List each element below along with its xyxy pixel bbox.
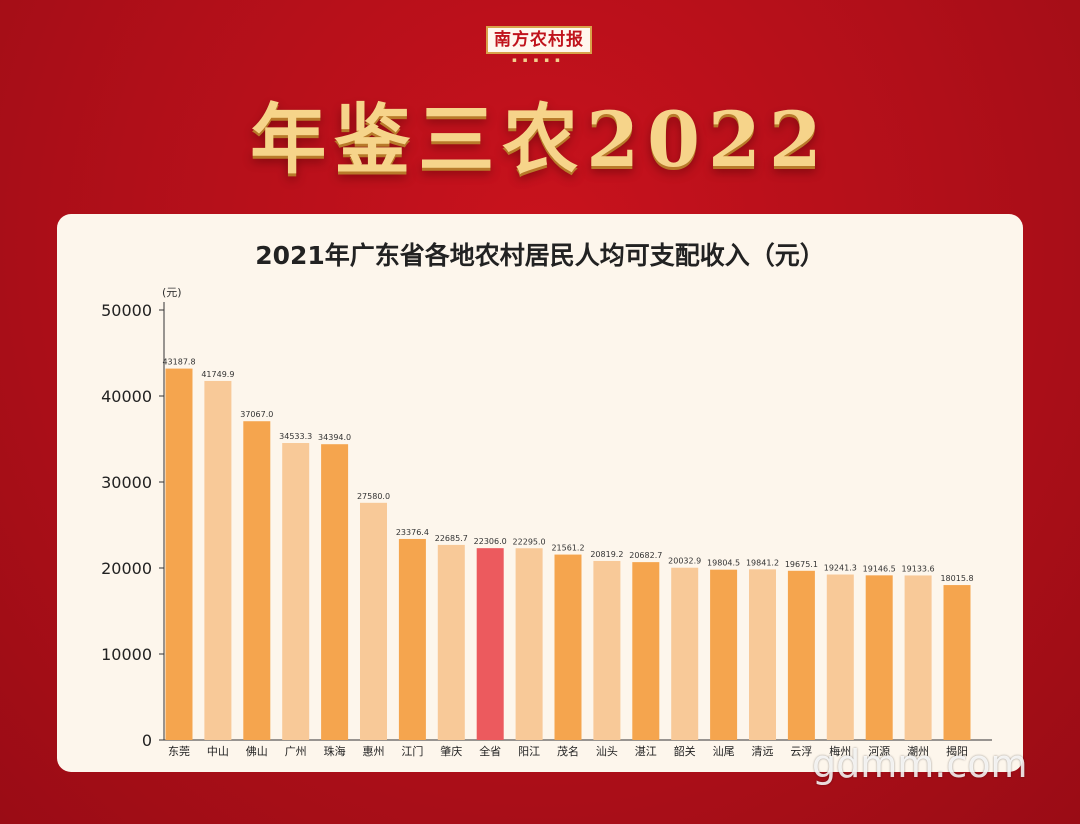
bar-value-label: 19146.5 (863, 564, 896, 573)
bar-2 (243, 421, 271, 740)
x-tick-label: 惠州 (363, 744, 385, 758)
bar-value-label: 22306.0 (474, 537, 507, 546)
bar-18 (865, 575, 893, 740)
bar-value-label: 37067.0 (240, 410, 273, 419)
bar-19 (904, 575, 932, 740)
bar-value-label: 27580.0 (357, 492, 390, 501)
x-tick-label: 江门 (401, 744, 423, 758)
bar-value-label: 43187.8 (162, 358, 195, 367)
bar-value-label: 34533.3 (279, 432, 312, 441)
bar-value-label: 34394.0 (318, 433, 351, 442)
logo-subline-decoration: ▪▪▪▪▪ (512, 56, 566, 64)
x-tick-label: 东莞 (168, 745, 190, 758)
bar-3 (282, 443, 310, 740)
bar-value-label: 19133.6 (902, 564, 935, 573)
x-tick-label: 云浮 (790, 745, 812, 758)
x-tick-label: 汕尾 (713, 745, 735, 758)
x-tick-label: 中山 (207, 745, 229, 758)
x-tick-label: 茂名 (557, 744, 579, 758)
newspaper-logo: 南方农村报 ▪▪▪▪▪ (484, 26, 594, 66)
chart-panel: 2021年广东省各地农村居民人均可支配收入（元） (元) 0 10000 20000 3… (57, 214, 1023, 772)
bar-14 (710, 569, 738, 740)
y-tick-label: 0 (142, 731, 152, 750)
bar-value-label: 19841.2 (746, 558, 779, 567)
x-tick-label: 河源 (868, 744, 890, 758)
bar-value-label: 41749.9 (201, 370, 234, 379)
page-headline: 年鉴三农2022 (250, 95, 830, 184)
bar-4 (321, 444, 349, 740)
bar-value-label: 18015.8 (940, 574, 973, 583)
x-tick-label: 清远 (752, 745, 774, 758)
x-tick-label: 韶关 (674, 744, 696, 758)
bar-9 (515, 548, 543, 740)
bar-chart: (元) 0 10000 20000 30000 40000 50000 43187.8 东莞 41… (101, 286, 992, 758)
x-tick-label: 梅州 (829, 744, 851, 758)
y-tick-label: 50000 (101, 301, 152, 320)
bar-value-label: 22685.7 (435, 534, 468, 543)
bar-13 (671, 567, 699, 740)
bar-16 (787, 570, 815, 740)
bar-20 (943, 585, 971, 740)
x-tick-label: 汕头 (596, 745, 618, 758)
bar-value-label: 19241.3 (824, 564, 857, 573)
bar-15 (749, 569, 776, 740)
bar-value-label: 21561.2 (551, 544, 584, 553)
watermark: gdmm.com (812, 742, 1028, 786)
y-tick-label: 40000 (101, 387, 152, 406)
x-tick-label: 肇庆 (440, 744, 462, 758)
x-tick-label: 阳江 (518, 745, 540, 758)
bar-value-label: 22295.0 (513, 537, 546, 546)
x-tick-label: 佛山 (246, 745, 268, 758)
y-tick-label: 20000 (101, 559, 152, 578)
bar-8 (476, 548, 504, 740)
x-tick-label: 潮州 (907, 744, 929, 758)
x-tick-label: 全省 (479, 744, 501, 758)
bar-5 (360, 502, 387, 740)
bar-12 (632, 562, 660, 740)
bar-17 (826, 574, 854, 740)
bar-value-label: 20682.7 (629, 551, 662, 560)
bar-value-label: 19675.1 (785, 560, 818, 569)
x-tick-label: 湛江 (635, 745, 657, 758)
bar-value-label: 20819.2 (590, 550, 623, 559)
x-tick-label: 珠海 (324, 744, 346, 758)
bar-value-label: 19804.5 (707, 559, 740, 568)
bar-0 (165, 368, 193, 740)
bar-1 (204, 380, 232, 740)
chart-title: 2021年广东省各地农村居民人均可支配收入（元） (255, 241, 825, 270)
bar-value-label: 23376.4 (396, 528, 429, 537)
logo-text: 南方农村报 (486, 26, 592, 54)
y-axis-unit-label: (元) (162, 286, 182, 299)
bar-value-label: 20032.9 (668, 557, 701, 566)
y-tick-label: 30000 (101, 473, 152, 492)
bar-10 (554, 554, 582, 740)
bar-11 (593, 560, 621, 740)
bar-6 (398, 538, 426, 740)
x-tick-label: 广州 (285, 745, 307, 758)
x-tick-label: 揭阳 (946, 744, 968, 758)
bar-7 (437, 544, 465, 740)
y-tick-label: 10000 (101, 645, 152, 664)
